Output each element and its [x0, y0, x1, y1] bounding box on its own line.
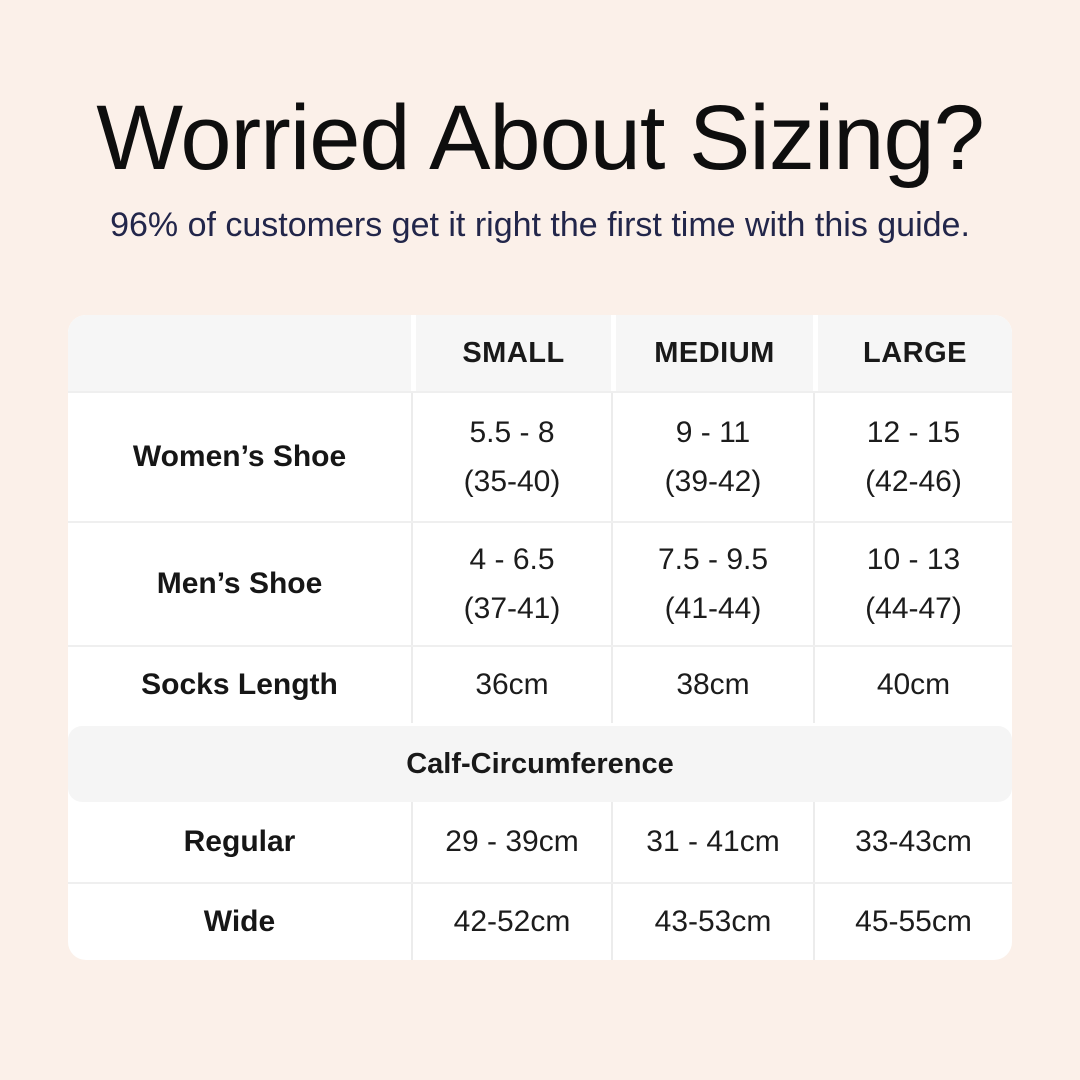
- table-row-mens-shoe: Men’s Shoe 4 - 6.5 (37-41) 7.5 - 9.5 (41…: [68, 521, 1012, 645]
- cell-mens-small: 4 - 6.5 (37-41): [411, 523, 611, 645]
- cell-subvalue: (37-41): [463, 591, 561, 625]
- cell-value: 38cm: [676, 668, 750, 701]
- cell-socks-large: 40cm: [813, 647, 1012, 723]
- cell-mens-large: 10 - 13 (44-47): [813, 523, 1012, 645]
- column-header-large: LARGE: [813, 315, 1012, 391]
- cell-socks-small: 36cm: [411, 647, 611, 723]
- cell-value: 9 - 11: [675, 415, 751, 449]
- cell-value: 43-53cm: [654, 905, 772, 938]
- row-label: Regular: [183, 825, 296, 858]
- row-label: Men’s Shoe: [156, 567, 323, 600]
- section-header-calf-circumference: Calf-Circumference: [68, 726, 1012, 802]
- cell-wide-small: 42-52cm: [411, 884, 611, 960]
- cell-subvalue: (42-46): [865, 464, 962, 498]
- cell-value: 40cm: [876, 668, 951, 701]
- cell-wide-medium: 43-53cm: [611, 884, 813, 960]
- cell-regular-large: 33-43cm: [813, 802, 1012, 882]
- cell-wide-large: 45-55cm: [813, 884, 1012, 960]
- cell-regular-medium: 31 - 41cm: [611, 802, 813, 882]
- size-table: SMALL MEDIUM LARGE Women’s Shoe 5.5 - 8 …: [68, 315, 1012, 960]
- cell-subvalue: (35-40): [463, 464, 561, 498]
- table-header-row: SMALL MEDIUM LARGE: [68, 315, 1012, 391]
- row-label: Women’s Shoe: [132, 440, 347, 473]
- column-header-small: SMALL: [411, 315, 611, 391]
- page-title: Worried About Sizing?: [96, 87, 985, 189]
- table-row-regular: Regular 29 - 39cm 31 - 41cm 33-43cm: [68, 802, 1012, 882]
- cell-value: 29 - 39cm: [445, 825, 579, 858]
- page-subtitle: 96% of customers get it right the first …: [110, 206, 970, 244]
- cell-womens-medium: 9 - 11 (39-42): [611, 393, 813, 521]
- cell-value: 42-52cm: [453, 905, 571, 938]
- cell-value: 7.5 - 9.5: [657, 542, 769, 576]
- cell-mens-medium: 7.5 - 9.5 (41-44): [611, 523, 813, 645]
- table-row-womens-shoe: Women’s Shoe 5.5 - 8 (35-40) 9 - 11 (39-…: [68, 391, 1012, 521]
- row-label: Wide: [203, 905, 276, 938]
- cell-value: 45-55cm: [855, 905, 972, 938]
- cell-value: 12 - 15: [866, 415, 961, 449]
- cell-socks-medium: 38cm: [611, 647, 813, 723]
- cell-subvalue: (44-47): [865, 591, 962, 625]
- column-header-blank: [68, 315, 411, 391]
- table-row-wide: Wide 42-52cm 43-53cm 45-55cm: [68, 882, 1012, 960]
- cell-value: 5.5 - 8: [469, 415, 555, 449]
- row-label: Socks Length: [141, 668, 338, 701]
- cell-value: 10 - 13: [866, 542, 961, 576]
- cell-value: 4 - 6.5: [469, 542, 555, 576]
- cell-value: 31 - 41cm: [646, 825, 780, 858]
- cell-womens-large: 12 - 15 (42-46): [813, 393, 1012, 521]
- cell-value: 36cm: [475, 668, 549, 701]
- cell-value: 33-43cm: [855, 825, 972, 858]
- cell-womens-small: 5.5 - 8 (35-40): [411, 393, 611, 521]
- cell-subvalue: (41-44): [664, 591, 762, 625]
- column-header-medium: MEDIUM: [611, 315, 813, 391]
- cell-regular-small: 29 - 39cm: [411, 802, 611, 882]
- cell-subvalue: (39-42): [664, 464, 762, 498]
- table-row-socks-length: Socks Length 36cm 38cm 40cm: [68, 645, 1012, 723]
